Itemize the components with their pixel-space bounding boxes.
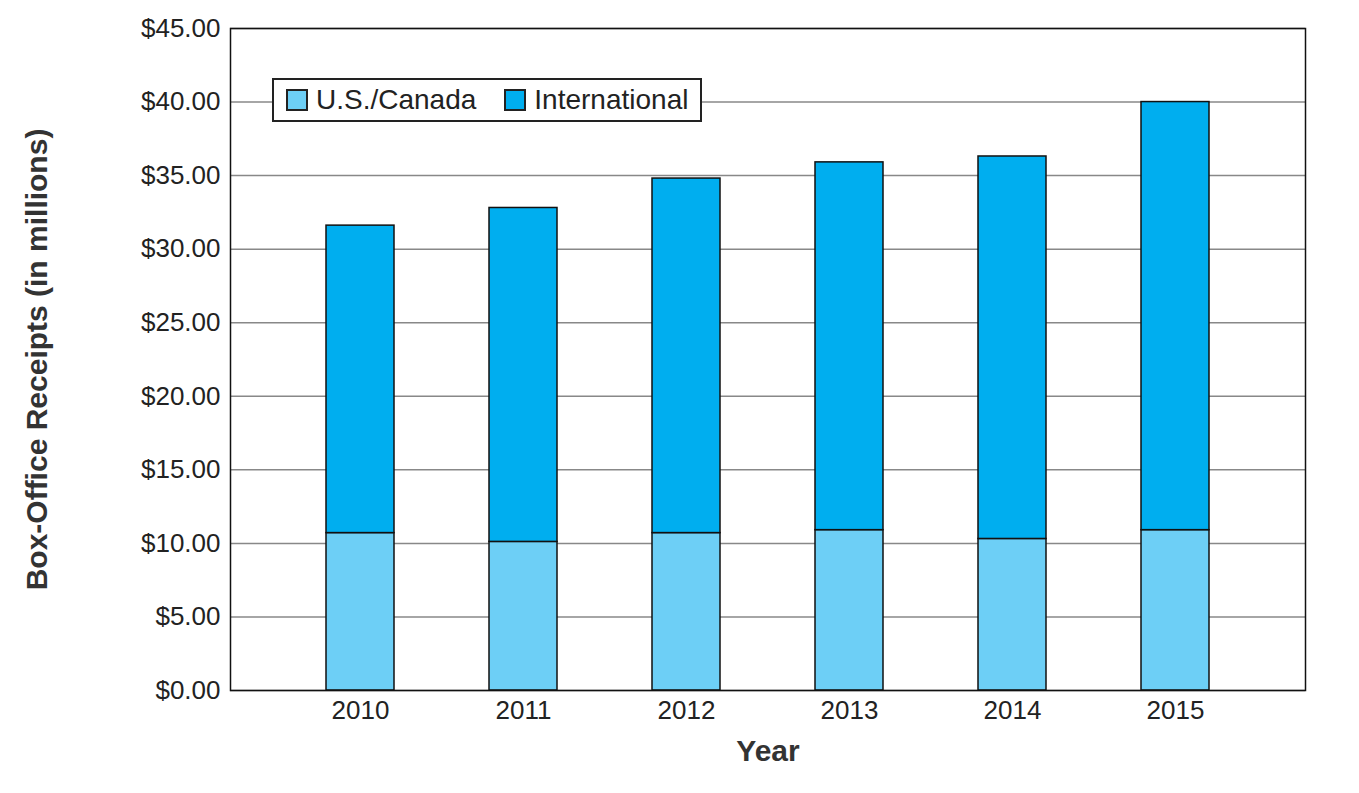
- svg-text:$20.00: $20.00: [141, 381, 221, 411]
- svg-text:$5.00: $5.00: [155, 601, 220, 631]
- svg-text:$40.00: $40.00: [141, 86, 221, 116]
- svg-text:Box-Office Receipts (in millio: Box-Office Receipts (in millions): [20, 129, 53, 591]
- svg-text:$15.00: $15.00: [141, 454, 221, 484]
- html-text:U.S./Canada: U.S./Canada: [316, 84, 477, 115]
- svg-text:$10.00: $10.00: [141, 528, 221, 558]
- svg-text:$25.00: $25.00: [141, 307, 221, 337]
- svg-text:2014: 2014: [984, 695, 1042, 725]
- svg-text:Year: Year: [736, 734, 800, 767]
- svg-text:2013: 2013: [821, 695, 879, 725]
- svg-text:$45.00: $45.00: [141, 13, 221, 43]
- svg-text:2015: 2015: [1147, 695, 1205, 725]
- svg-text:2011: 2011: [496, 695, 552, 725]
- svg-text:$30.00: $30.00: [141, 233, 221, 263]
- svg-text:$35.00: $35.00: [141, 160, 221, 190]
- svg-text:$0.00: $0.00: [155, 675, 220, 705]
- svg-text:2012: 2012: [658, 695, 716, 725]
- html-text:International: International: [534, 84, 689, 115]
- svg-text:2010: 2010: [332, 695, 390, 725]
